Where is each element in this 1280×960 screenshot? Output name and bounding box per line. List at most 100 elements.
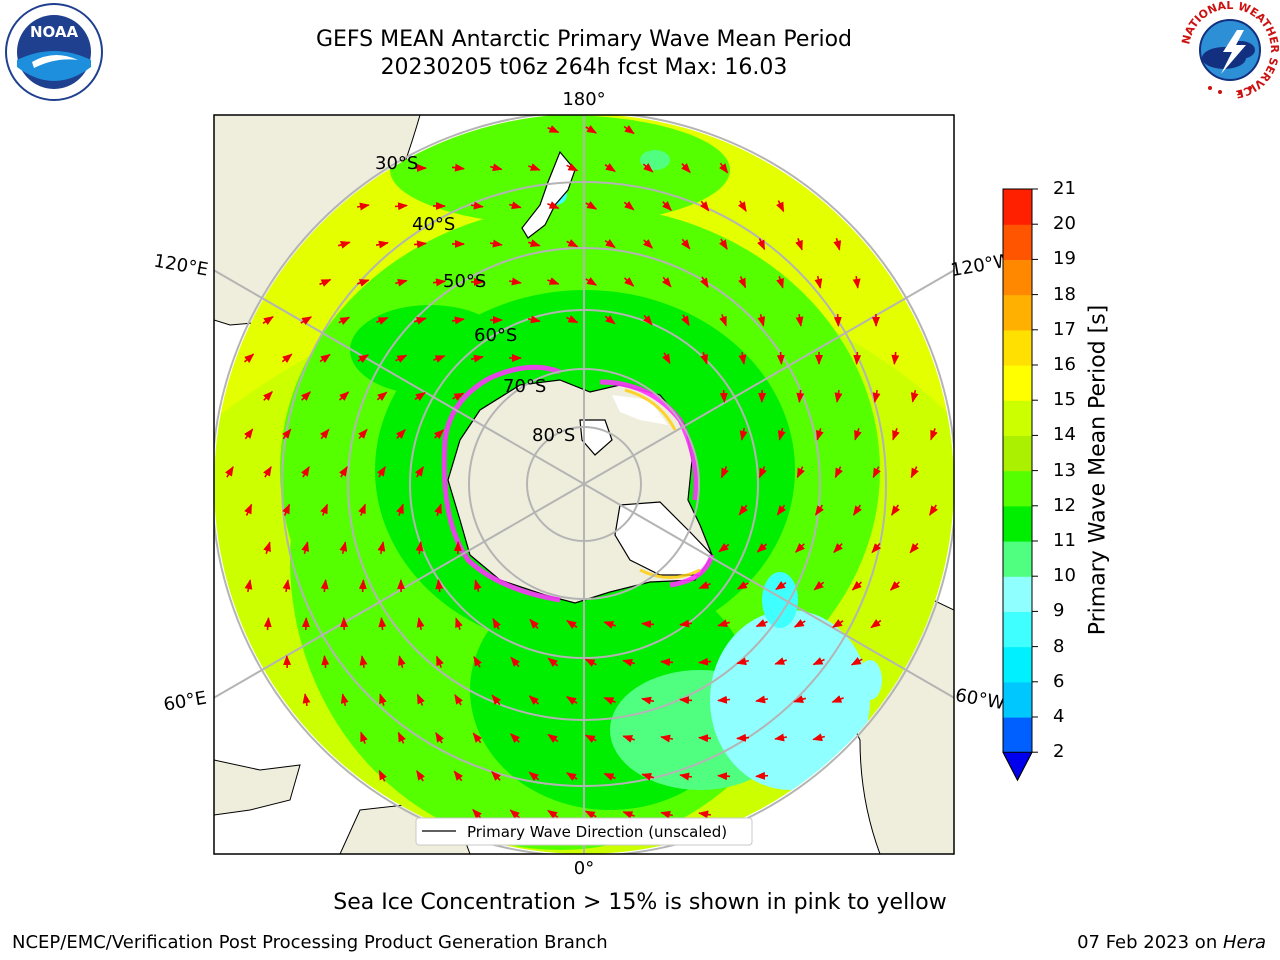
- colorbar-tick-label: 8: [1053, 635, 1065, 657]
- wave-direction-arrow: [585, 201, 598, 210]
- wave-direction-arrow: [395, 278, 408, 287]
- wave-direction-arrow: [508, 201, 522, 210]
- wave-direction-arrow: [700, 352, 708, 365]
- wave-direction-arrow: [490, 163, 503, 172]
- wave-direction-arrow: [929, 504, 938, 516]
- wave-direction-arrow: [854, 428, 862, 441]
- wave-direction-arrow: [641, 772, 655, 781]
- wave-direction-arrow: [813, 580, 825, 591]
- wave-direction-arrow: [414, 392, 426, 401]
- wave-direction-arrow: [319, 278, 332, 287]
- wave-direction-arrow: [604, 315, 616, 325]
- wave-direction-arrow: [814, 275, 823, 289]
- wave-direction-arrow: [263, 465, 272, 478]
- wave-direction-arrow: [340, 693, 349, 706]
- wave-direction-arrow: [225, 465, 234, 478]
- wave-direction-arrow: [603, 772, 616, 781]
- wave-direction-arrow: [584, 734, 597, 743]
- colorbar-tick-label: 11: [1053, 530, 1076, 551]
- colorbar-bin: [1003, 400, 1032, 436]
- wave-direction-arrow: [852, 275, 861, 289]
- wave-direction-arrow: [736, 657, 749, 666]
- wave-direction-arrow: [413, 316, 427, 325]
- wave-direction-arrow: [470, 354, 484, 363]
- wave-direction-arrow: [889, 581, 900, 591]
- wave-direction-arrow: [679, 696, 693, 705]
- wave-direction-arrow: [455, 617, 463, 630]
- wave-direction-arrow: [473, 655, 482, 668]
- colorbar-tick-label: 9: [1053, 600, 1065, 622]
- wave-direction-arrow: [851, 580, 863, 591]
- wave-direction-arrow: [717, 619, 731, 628]
- wave-direction-arrow: [320, 579, 329, 593]
- wave-direction-arrow: [357, 279, 370, 287]
- wave-direction-arrow: [758, 466, 767, 479]
- wave-direction-arrow: [394, 202, 408, 211]
- wave-direction-arrow: [415, 466, 424, 478]
- wave-direction-arrow: [375, 240, 389, 249]
- wave-direction-arrow: [547, 125, 560, 134]
- wave-direction-arrow: [451, 163, 465, 172]
- wave-direction-arrow: [622, 735, 635, 743]
- wave-direction-arrow: [397, 731, 406, 744]
- colorbar: [1002, 188, 1038, 782]
- wave-direction-arrow: [547, 809, 559, 819]
- colorbar-bin: [1003, 505, 1032, 542]
- wave-direction-arrow: [698, 734, 712, 743]
- wave-direction-arrow: [720, 466, 729, 479]
- wave-direction-arrow: [356, 202, 370, 211]
- colorbar-bin: [1003, 329, 1032, 366]
- wave-direction-arrow: [529, 618, 539, 630]
- wave-direction-arrow: [377, 466, 386, 478]
- wave-direction-arrow: [679, 619, 693, 628]
- wave-direction-arrow: [738, 504, 749, 516]
- wave-direction-arrow: [282, 579, 291, 593]
- wave-direction-arrow: [566, 772, 578, 781]
- colorbar-bin: [1003, 470, 1032, 507]
- colorbar-tick-label: 15: [1053, 389, 1076, 411]
- wave-direction-arrow: [435, 655, 444, 668]
- wave-direction-arrow: [396, 428, 406, 439]
- wave-direction-arrow: [776, 200, 785, 213]
- wave-direction-arrow: [909, 542, 920, 554]
- wave-direction-arrow: [774, 733, 788, 742]
- wave-direction-arrow: [623, 277, 635, 287]
- wave-direction-arrow: [642, 163, 654, 173]
- wave-direction-arrow: [489, 239, 503, 248]
- colorbar-bin: [1003, 576, 1032, 612]
- wave-direction-arrow: [379, 693, 387, 706]
- nws-logo: NATIONAL WEATHER SERVICE: [1180, 0, 1280, 100]
- wave-direction-arrow: [509, 733, 520, 743]
- lat-label-60s: 60°S: [474, 325, 517, 346]
- wave-direction-arrow: [508, 277, 522, 286]
- wave-direction-arrow: [491, 770, 501, 781]
- wave-direction-arrow: [604, 163, 616, 172]
- wave-direction-arrow: [281, 353, 293, 364]
- wave-direction-arrow: [434, 429, 445, 440]
- wave-direction-arrow: [413, 240, 427, 249]
- wave-direction-arrow: [775, 581, 787, 591]
- svg-text:NOAA: NOAA: [30, 23, 79, 41]
- wave-direction-arrow: [641, 696, 655, 705]
- wave-direction-arrow: [831, 695, 844, 703]
- wave-direction-arrow: [698, 657, 712, 666]
- wave-direction-arrow: [736, 581, 749, 590]
- wave-direction-arrow: [680, 238, 691, 250]
- noaa-logo: NOAA: [5, 3, 103, 101]
- wave-direction-arrow: [812, 733, 826, 742]
- colorbar-bin: [1003, 189, 1032, 225]
- wave-direction-arrow: [472, 732, 483, 744]
- wave-direction-arrow: [585, 277, 598, 286]
- wave-direction-arrow: [739, 427, 748, 441]
- colorbar-bin: [1003, 224, 1032, 260]
- wave-direction-arrow: [738, 351, 747, 365]
- map-frame: [213, 114, 955, 855]
- wave-direction-arrow: [776, 276, 784, 289]
- colorbar-bin: [1003, 435, 1032, 472]
- lat-label-40s: 40°S: [412, 214, 455, 235]
- wave-direction-arrow: [376, 316, 389, 325]
- wave-direction-arrow: [777, 427, 786, 441]
- wave-direction-arrow: [795, 313, 804, 327]
- wave-direction-arrow: [681, 163, 691, 174]
